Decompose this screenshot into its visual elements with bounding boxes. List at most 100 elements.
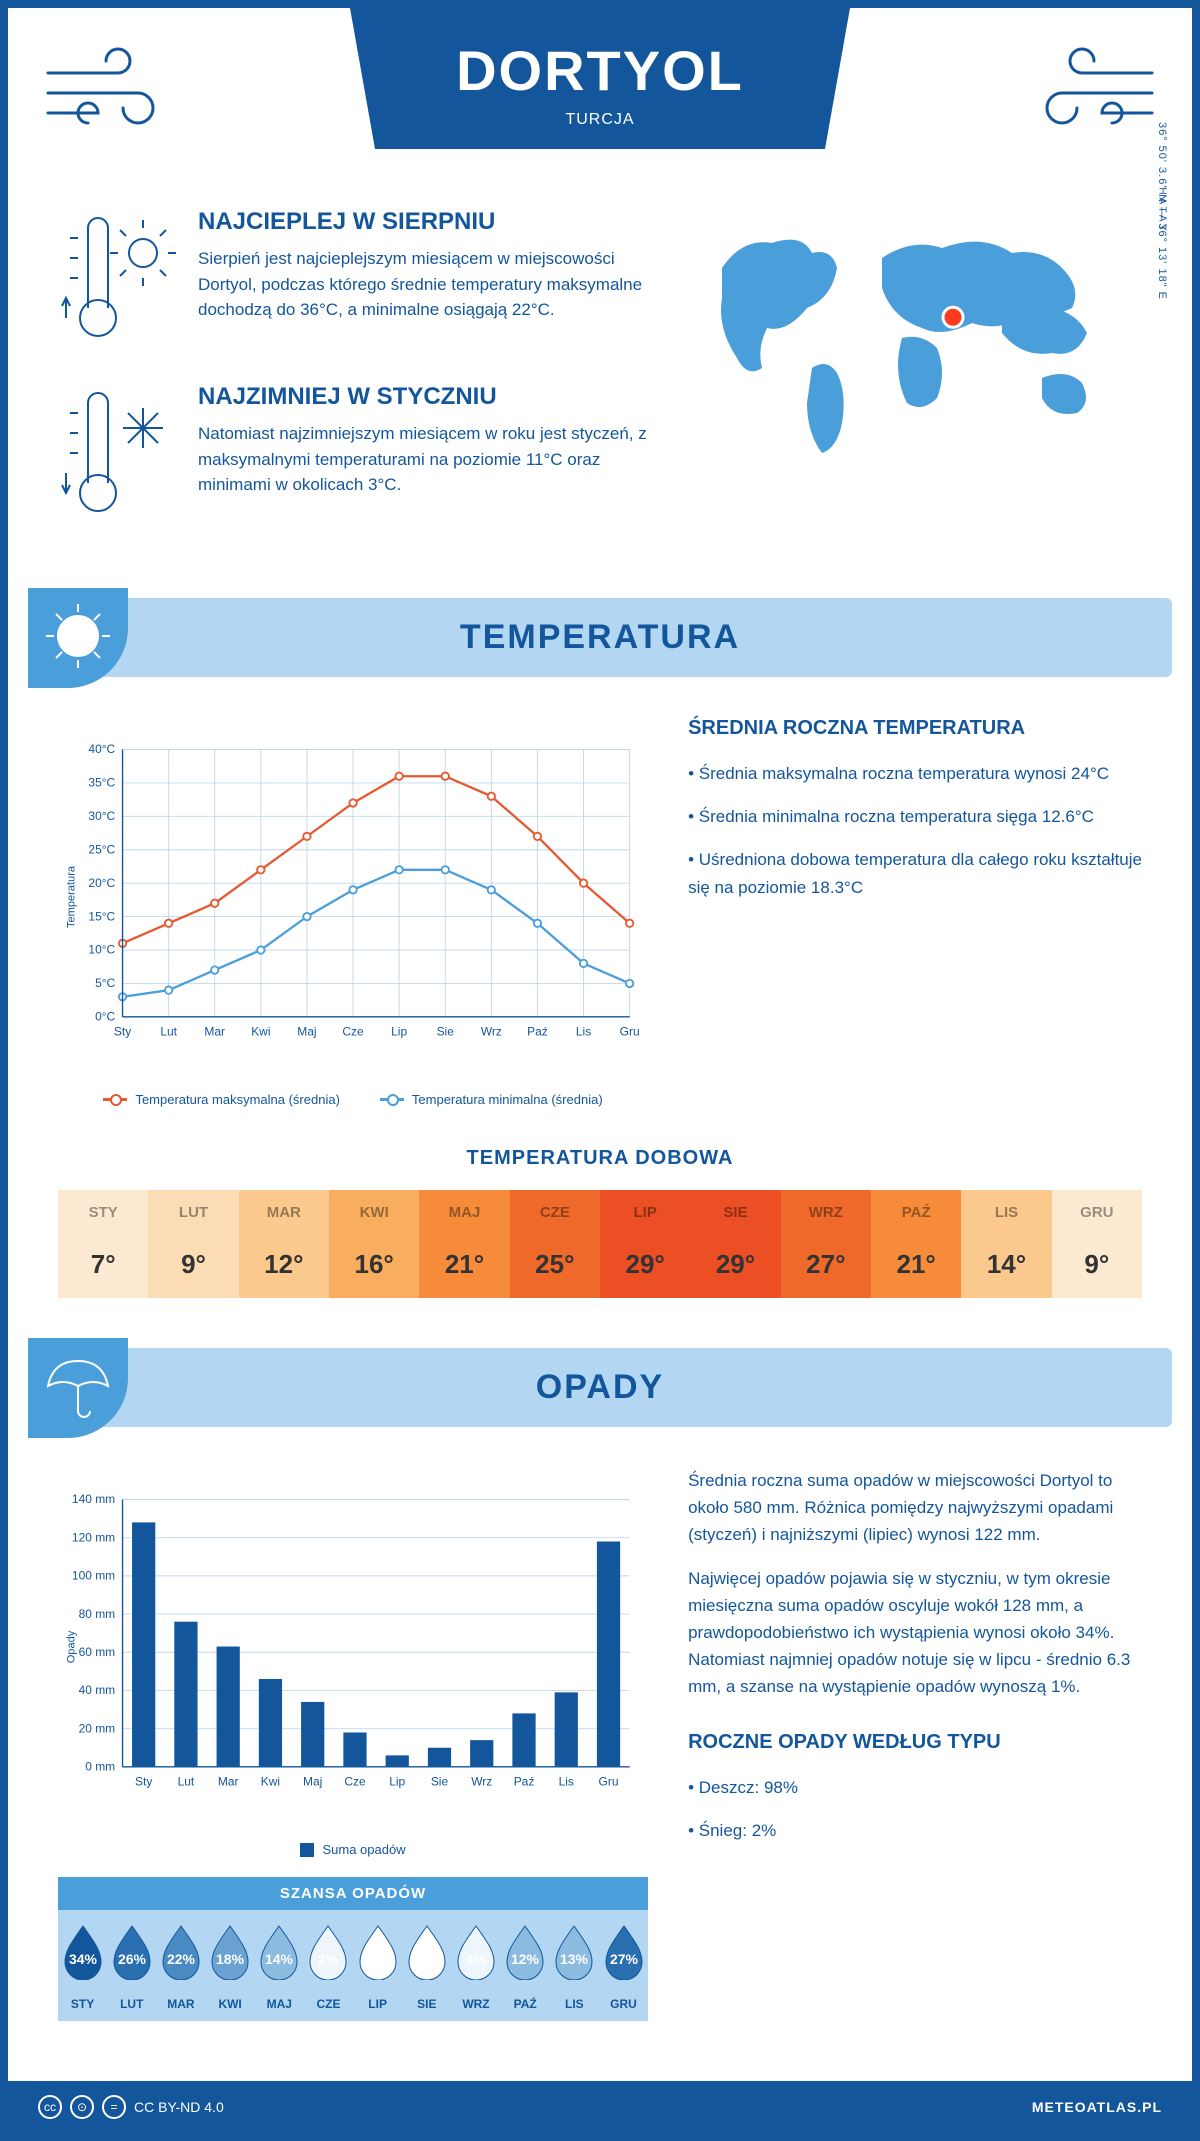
chance-drop: 26%	[107, 1922, 156, 1985]
svg-text:27%: 27%	[609, 1951, 638, 1967]
chance-month: WRZ	[451, 1997, 500, 2011]
svg-text:Lip: Lip	[389, 1774, 405, 1788]
chance-drop: 14%	[255, 1922, 304, 1985]
temp-table-month: SIE	[690, 1190, 780, 1235]
svg-text:1%: 1%	[368, 1951, 389, 1967]
legend-max: Temperatura maksymalna (średnia)	[135, 1092, 339, 1107]
svg-text:15°C: 15°C	[88, 909, 115, 923]
hot-title: NAJCIEPLEJ W SIERPNIU	[198, 208, 652, 236]
svg-text:Maj: Maj	[303, 1774, 322, 1788]
temp-table-value: 14°	[961, 1235, 1051, 1298]
cc-icon: cc	[38, 2095, 62, 2119]
svg-text:Kwi: Kwi	[261, 1774, 280, 1788]
coords-label: 36° 50' 3.6" N — 36° 13' 18" E	[1156, 122, 1168, 300]
chance-month: MAR	[156, 1997, 205, 2011]
chance-drop: 12%	[501, 1922, 550, 1985]
svg-text:Kwi: Kwi	[251, 1024, 270, 1038]
chance-month: GRU	[599, 1997, 648, 2011]
temp-table-value: 12°	[239, 1235, 329, 1298]
precip-type-bullet: • Deszcz: 98%	[688, 1774, 1142, 1801]
temp-section-title: TEMPERATURA	[460, 618, 740, 656]
precip-chart-row: 0 mm20 mm40 mm60 mm80 mm100 mm120 mm140 …	[8, 1427, 1192, 2081]
svg-text:35°C: 35°C	[88, 776, 115, 790]
temp-table-value: 9°	[148, 1235, 238, 1298]
wind-icon	[1022, 38, 1162, 138]
precip-legend: Suma opadów	[58, 1842, 648, 1857]
chance-month: MAJ	[255, 1997, 304, 2011]
title-box: DORTYOL TURCJA	[350, 8, 850, 149]
svg-text:Sie: Sie	[431, 1774, 449, 1788]
temp-table-month: GRU	[1052, 1190, 1142, 1235]
legend-precip: Suma opadów	[322, 1842, 405, 1857]
temp-table-month: KWI	[329, 1190, 419, 1235]
temp-table-value: 25°	[510, 1235, 600, 1298]
temp-table-month: STY	[58, 1190, 148, 1235]
svg-text:Opady: Opady	[66, 1630, 78, 1663]
svg-text:22%: 22%	[167, 1951, 196, 1967]
chance-drop: 13%	[550, 1922, 599, 1985]
precipitation-bar-chart: 0 mm20 mm40 mm60 mm80 mm100 mm120 mm140 …	[58, 1467, 648, 1827]
temp-table-value: 29°	[690, 1235, 780, 1298]
svg-text:0 mm: 0 mm	[85, 1760, 115, 1774]
chance-drop: 27%	[599, 1922, 648, 1985]
precip-chance-box: SZANSA OPADÓW 34%26%22%18%14%2%1%1%4%12%…	[58, 1877, 648, 2021]
chance-drop: 22%	[156, 1922, 205, 1985]
svg-text:Lis: Lis	[559, 1774, 574, 1788]
svg-text:40 mm: 40 mm	[79, 1683, 116, 1697]
svg-text:1%: 1%	[417, 1951, 438, 1967]
svg-text:Paź: Paź	[527, 1024, 548, 1038]
temp-table-value: 29°	[600, 1235, 690, 1298]
temp-table-value: 21°	[419, 1235, 509, 1298]
temp-bullet: • Średnia maksymalna roczna temperatura …	[688, 760, 1142, 787]
svg-text:4%: 4%	[466, 1951, 487, 1967]
svg-text:80 mm: 80 mm	[79, 1607, 116, 1621]
temp-side-title: ŚREDNIA ROCZNA TEMPERATURA	[688, 717, 1142, 740]
svg-text:Lut: Lut	[178, 1774, 195, 1788]
svg-text:13%: 13%	[560, 1951, 589, 1967]
temperature-line-chart: 0°C5°C10°C15°C20°C25°C30°C35°C40°CStyLut…	[58, 717, 648, 1077]
svg-text:20 mm: 20 mm	[79, 1721, 116, 1735]
svg-text:Sie: Sie	[437, 1024, 455, 1038]
hot-block: NAJCIEPLEJ W SIERPNIU Sierpień jest najc…	[58, 208, 652, 353]
temp-section-bar: TEMPERATURA	[28, 598, 1172, 677]
temp-table: TEMPERATURA DOBOWA STYLUTMARKWIMAJCZELIP…	[58, 1147, 1142, 1298]
wind-icon	[38, 38, 178, 138]
cold-text: Natomiast najzimniejszym miesiącem w rok…	[198, 421, 652, 498]
svg-text:Lip: Lip	[391, 1024, 407, 1038]
svg-text:Sty: Sty	[135, 1774, 152, 1788]
svg-text:25°C: 25°C	[88, 842, 115, 856]
svg-text:10°C: 10°C	[88, 943, 115, 957]
precip-para1: Średnia roczna suma opadów w miejscowośc…	[688, 1467, 1142, 1549]
svg-text:Mar: Mar	[218, 1774, 239, 1788]
temp-table-month: MAJ	[419, 1190, 509, 1235]
chance-month: SIE	[402, 1997, 451, 2011]
temp-table-month: WRZ	[781, 1190, 871, 1235]
site-name: METEOATLAS.PL	[1032, 2099, 1162, 2115]
svg-text:Temperatura: Temperatura	[66, 865, 78, 928]
svg-text:100 mm: 100 mm	[72, 1569, 115, 1583]
svg-text:Gru: Gru	[620, 1024, 640, 1038]
chance-month: CZE	[304, 1997, 353, 2011]
temp-table-value: 21°	[871, 1235, 961, 1298]
world-map: HATAY 36° 50' 3.6" N — 36° 13' 18" E	[692, 208, 1142, 558]
svg-text:Wrz: Wrz	[481, 1024, 502, 1038]
svg-text:Cze: Cze	[344, 1774, 366, 1788]
chance-drop: 34%	[58, 1922, 107, 1985]
chance-month: STY	[58, 1997, 107, 2011]
svg-text:40°C: 40°C	[88, 742, 115, 756]
temp-table-month: LIP	[600, 1190, 690, 1235]
svg-text:14%: 14%	[265, 1951, 294, 1967]
temp-table-value: 27°	[781, 1235, 871, 1298]
thermometer-cold-icon	[58, 383, 178, 528]
svg-text:120 mm: 120 mm	[72, 1530, 115, 1544]
temp-chart-row: 0°C5°C10°C15°C20°C25°C30°C35°C40°CStyLut…	[8, 677, 1192, 1147]
sun-icon	[28, 588, 128, 688]
nd-icon: =	[102, 2095, 126, 2119]
svg-text:34%: 34%	[69, 1951, 98, 1967]
precip-side-text: Średnia roczna suma opadów w miejscowośc…	[688, 1467, 1142, 2041]
svg-text:Cze: Cze	[342, 1024, 364, 1038]
chance-month: PAŹ	[501, 1997, 550, 2011]
legend-min: Temperatura minimalna (średnia)	[412, 1092, 603, 1107]
footer: cc ⊙ = CC BY-ND 4.0 METEOATLAS.PL	[8, 2081, 1192, 2133]
temp-table-title: TEMPERATURA DOBOWA	[58, 1147, 1142, 1170]
